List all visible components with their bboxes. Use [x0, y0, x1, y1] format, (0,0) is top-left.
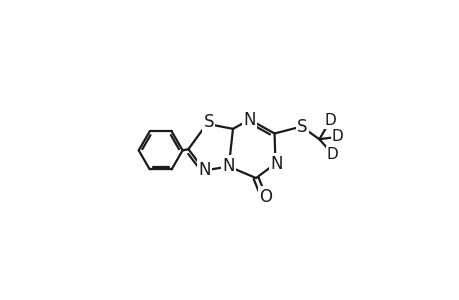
Text: O: O	[259, 188, 272, 206]
Text: D: D	[331, 129, 343, 144]
Text: D: D	[324, 113, 336, 128]
Text: D: D	[326, 147, 338, 162]
Text: N: N	[270, 154, 282, 172]
Text: N: N	[222, 157, 235, 175]
Text: N: N	[198, 161, 210, 179]
Text: N: N	[243, 111, 255, 129]
Text: S: S	[297, 118, 307, 136]
Text: S: S	[203, 113, 213, 131]
